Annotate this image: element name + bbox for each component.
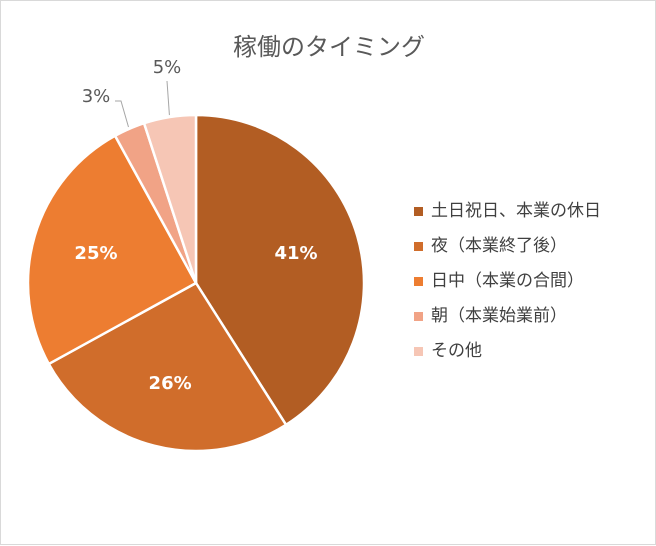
data-label-night: 26%	[149, 373, 192, 394]
data-label-morning: 3%	[82, 86, 111, 107]
legend-item-weekend-holiday: 土日祝日、本業の休日	[414, 197, 601, 232]
legend-item-night: 夜（本業終了後）	[414, 232, 601, 267]
leader-line-morning	[115, 100, 129, 128]
pie-slice-daytime	[26, 134, 198, 366]
chart-title: 稼働のタイミング	[233, 33, 425, 61]
data-label-weekend-holiday: 41%	[274, 243, 317, 264]
leader-line-other	[166, 80, 170, 116]
legend-swatch	[414, 277, 423, 286]
legend-label: その他	[431, 341, 482, 361]
legend-item-other: その他	[414, 337, 601, 372]
legend: 土日祝日、本業の休日 夜（本業終了後） 日中（本業の合間） 朝（本業始業前） その他	[414, 197, 601, 372]
pie-slice-night	[47, 281, 288, 453]
legend-label: 朝（本業始業前）	[431, 306, 567, 326]
data-label-other: 5%	[153, 57, 182, 78]
legend-swatch	[414, 242, 423, 251]
legend-swatch	[414, 207, 423, 216]
legend-label: 夜（本業終了後）	[431, 236, 567, 256]
legend-item-daytime: 日中（本業の合間）	[414, 267, 601, 302]
data-label-daytime: 25%	[74, 243, 117, 264]
legend-label: 土日祝日、本業の休日	[431, 201, 601, 221]
pie-slice-other	[142, 113, 198, 285]
legend-swatch	[414, 347, 423, 356]
legend-item-morning: 朝（本業始業前）	[414, 302, 601, 337]
legend-label: 日中（本業の合間）	[431, 271, 584, 291]
legend-swatch	[414, 312, 423, 321]
